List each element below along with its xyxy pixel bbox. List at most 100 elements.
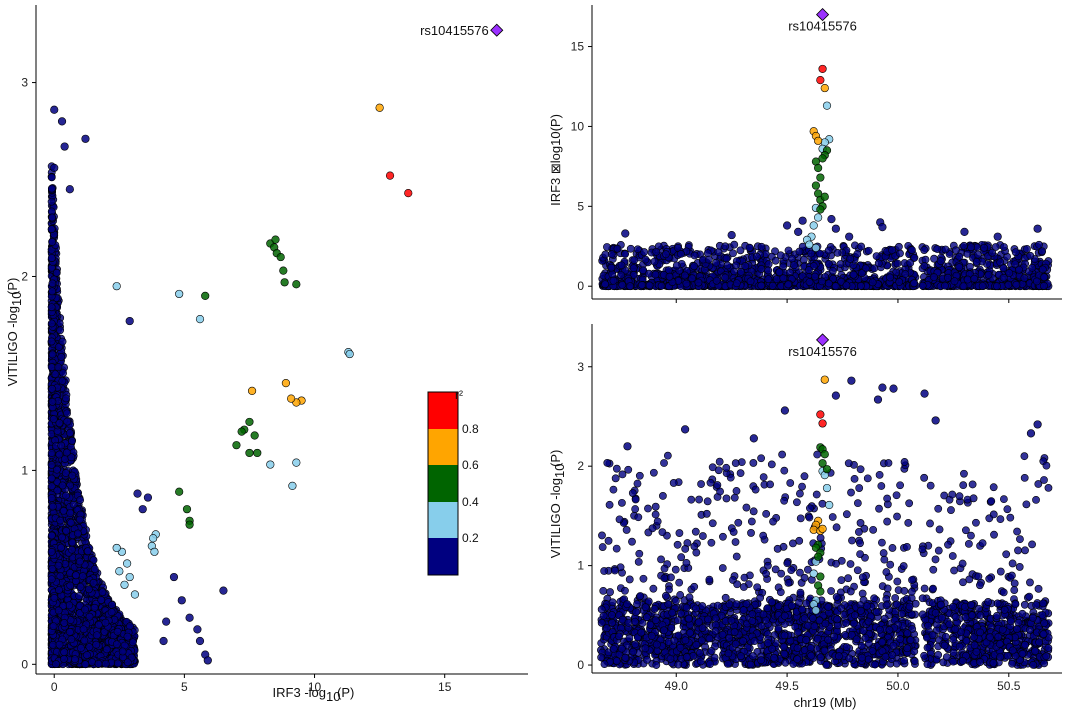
snp-dot [48,564,57,573]
snp-dot [603,459,612,467]
snp-point [123,559,132,568]
snp-point [276,252,285,262]
snp-dot [920,262,929,270]
snp-dot [47,575,56,584]
snp-dot [910,253,919,262]
snp-dot [984,270,993,279]
snp-dot [893,259,902,268]
scatter-dense-band [47,162,139,669]
snp-dot [657,282,666,290]
scatter-x-title-p: (P) [337,685,354,700]
snp-dot [79,625,88,634]
snp-dot [895,242,903,251]
snp-dot [694,278,703,287]
snp-dot [799,255,808,264]
snp-dot [677,249,685,258]
snp-point [237,427,246,436]
snp-dot [78,572,87,581]
snp-point [292,458,301,467]
y-tick-label: 2 [21,269,28,283]
snp-dot [47,363,56,372]
snp-dot [858,589,867,598]
snp-dot [118,647,127,656]
y-tick-label: 3 [21,76,28,90]
snp-dot [672,261,681,270]
snp-dot [857,269,866,278]
snp-point [782,221,792,230]
snp-dot [76,644,85,652]
snp-point [805,240,814,249]
snp-dot [611,474,620,483]
snp-dot [88,658,96,666]
snp-point [130,590,140,599]
snp-dot [68,545,76,554]
snp-dot [872,252,881,260]
snp-dot [67,635,76,644]
snp-dot [951,246,960,255]
snp-dot [970,274,979,283]
snp-dot [880,555,889,564]
snp-dot [796,514,805,523]
snp-point [143,493,153,502]
snp-dot [849,270,858,279]
snp-dot [101,659,110,668]
snp-dot [73,529,82,538]
locus-top-lead-snp [816,8,830,22]
snp-point [50,105,59,114]
snp-dot [55,640,64,649]
snp-point [65,185,74,194]
snp-point [811,181,821,190]
snp-dot [955,263,964,272]
snp-dot [650,257,659,266]
snp-dot [56,326,65,335]
snp-dot [47,173,56,182]
snp-dot [67,453,76,462]
y-tick-label: 1 [21,463,28,477]
snp-dot [1034,480,1043,488]
snp-dot [68,471,77,480]
scatter-points [50,103,413,665]
locus-top-points [621,64,1042,252]
snp-dot [1022,500,1031,509]
snp-dot [48,213,57,222]
scatter-lead-snp-label: rs10415576 [420,23,489,38]
snp-point [232,441,241,450]
snp-dot [112,640,121,649]
snp-dot [886,273,894,282]
snp-dot [70,655,79,664]
snp-dot [652,247,661,256]
snp-dot [49,415,58,423]
snp-dot [50,594,59,602]
snp-dot [944,273,952,282]
snp-point [814,163,823,173]
snp-dot [97,596,106,604]
snp-point [385,171,395,180]
snp-dot [83,547,92,556]
snp-dot [618,281,627,289]
snp-dot [633,245,642,254]
snp-dot [712,276,721,285]
snp-dot [746,277,755,286]
snp-dot [47,197,56,206]
snp-dot [49,640,57,649]
snp-dot [974,250,982,259]
snp-dot [712,258,720,267]
snp-dot [807,249,816,258]
legend-frame [427,391,459,576]
snp-point [818,64,827,74]
snp-dot [752,252,761,261]
snp-dot [47,303,56,312]
snp-dot [126,622,134,631]
snp-dot [665,272,674,281]
snp-dot [779,262,788,271]
x-tick-label: 5 [181,680,188,694]
snp-dot [635,471,644,480]
snp-dot [52,268,61,277]
snp-dot [827,587,835,595]
legend-label-0.2: 0.2 [462,531,479,545]
snp-point [816,173,825,182]
snp-point [120,580,129,589]
snp-dot [896,249,904,258]
